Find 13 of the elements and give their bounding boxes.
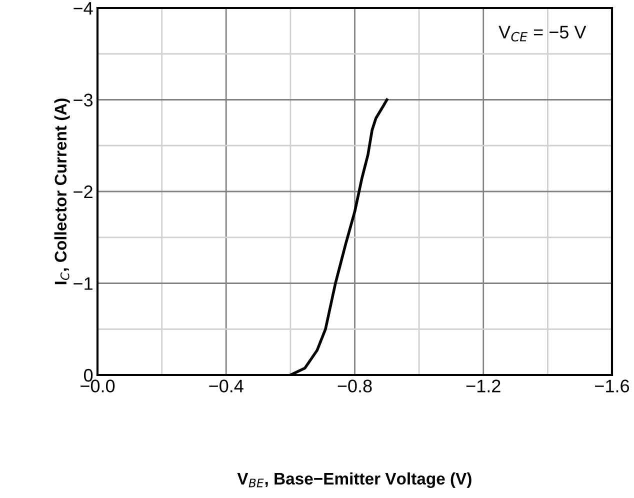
y-tick-label: −4 [74,2,93,15]
x-tick-label: −0.8 [338,380,372,392]
y-tick-label: −1 [74,277,92,290]
x-tick-label: −0.0 [80,380,115,392]
x-tick-label: −1.2 [466,380,500,392]
y-tick-label: −2 [74,185,92,198]
annotation: V$_{CE}$ = −5 V [498,26,586,42]
y-tick-label: −3 [74,94,93,106]
y-axis-title: I$_{C}$, Collector Current (A) [54,98,70,284]
y-tick-label: 0 [84,368,93,382]
x-axis-title: V$_{BE}$, Base−Emitter Voltage (V) [237,472,472,488]
x-tick-label: −0.4 [209,380,244,392]
x-tick-label: −1.6 [595,380,630,392]
